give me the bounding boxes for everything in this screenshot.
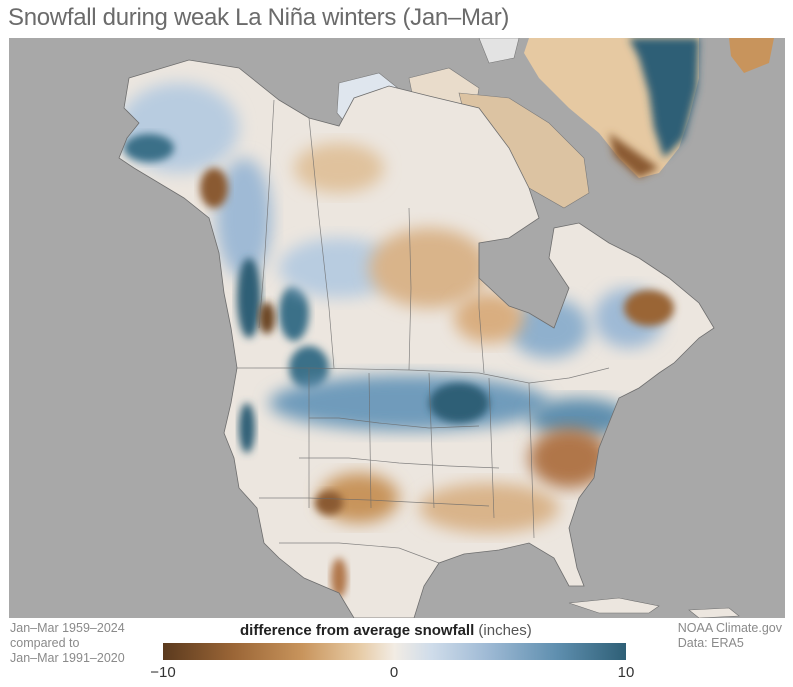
source-credit: NOAA Climate.gov Data: ERA5	[678, 621, 782, 651]
political-borders	[237, 99, 610, 564]
caribbean-islands	[568, 597, 740, 618]
period-note-line2: compared to	[10, 636, 80, 650]
snowfall-anomaly-field	[119, 83, 674, 598]
period-note-line1: Jan–Mar 1959–2024	[10, 621, 125, 635]
source-credit-line1: NOAA Climate.gov	[677, 621, 782, 635]
source-credit-line2: Data: ERA5	[677, 636, 744, 650]
legend-title-main: difference from average snowfall	[240, 622, 475, 639]
period-note-line3: Jan–Mar 1991–2020	[10, 651, 125, 665]
period-note: Jan–Mar 1959–2024 compared to Jan–Mar 19…	[10, 621, 125, 666]
legend-title: difference from average snowfall (inches…	[240, 622, 532, 639]
legend-title-unit: (inches)	[478, 622, 532, 639]
legend-min-label: −10	[150, 664, 176, 681]
greenland-land	[524, 38, 774, 178]
legend-color-bar	[163, 643, 626, 660]
snowfall-map	[9, 38, 785, 618]
legend-mid-label: 0	[389, 664, 399, 681]
legend-max-label: 10	[617, 664, 635, 681]
map-title: Snowfall during weak La Niña winters (Ja…	[8, 4, 510, 31]
